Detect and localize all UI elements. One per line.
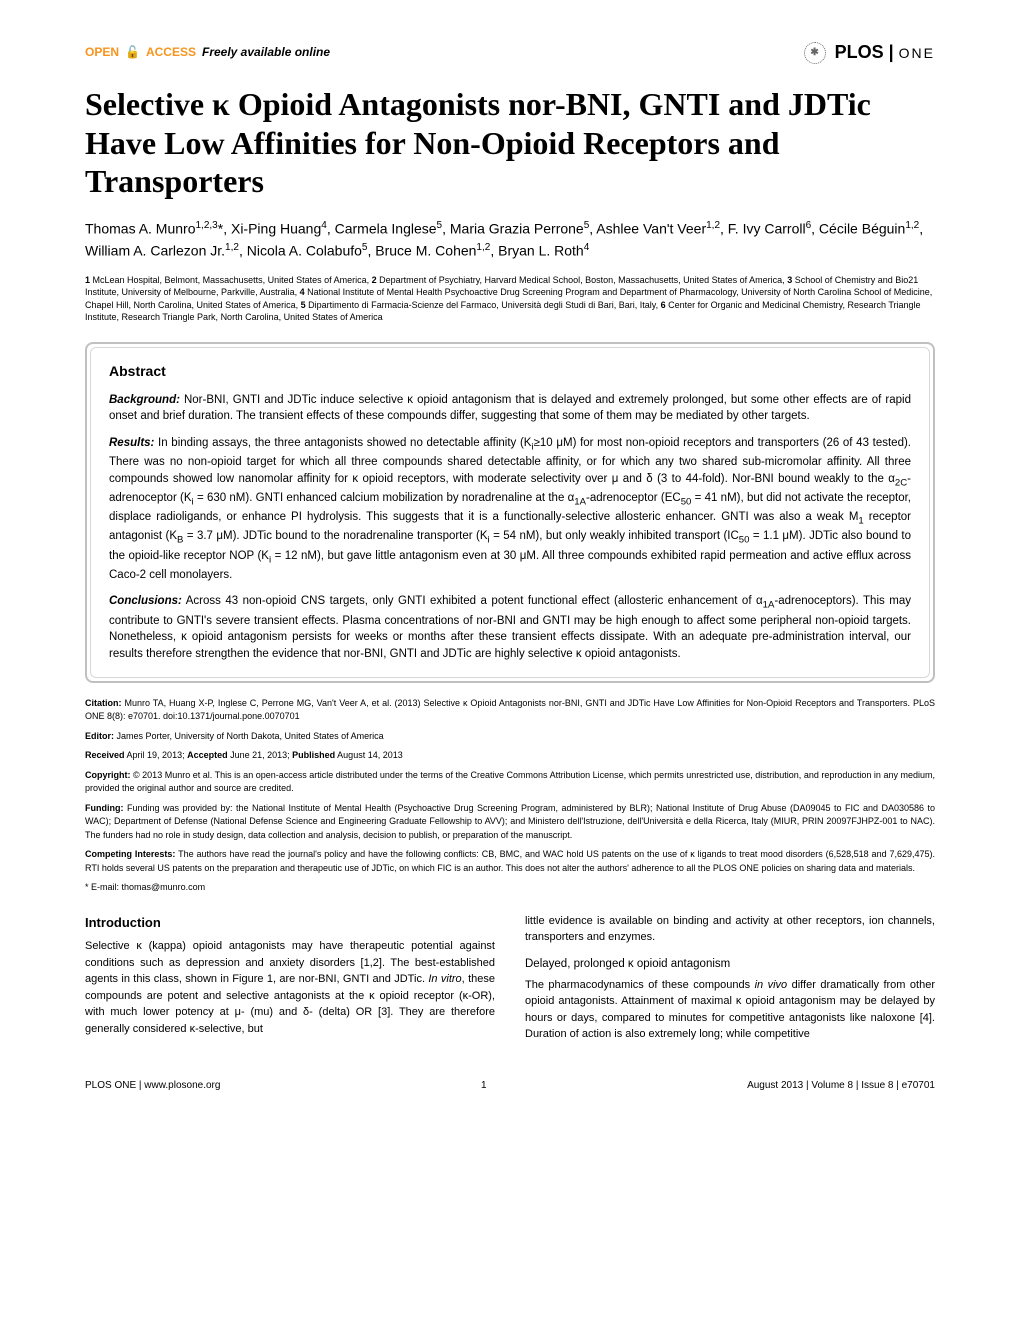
abstract-box: Abstract Background: Nor-BNI, GNTI and J… (85, 342, 935, 683)
col2-p1: little evidence is available on binding … (525, 913, 935, 946)
accepted-label: Accepted (187, 750, 228, 760)
affiliations: 1 McLean Hospital, Belmont, Massachusett… (85, 274, 935, 324)
funding-label: Funding: (85, 803, 123, 813)
plos-icon (804, 42, 826, 64)
body-columns: Introduction Selective κ (kappa) opioid … (85, 913, 935, 1049)
citation-line: Citation: Munro TA, Huang X-P, Inglese C… (85, 697, 935, 724)
open-access-badge: OPEN 🔓 ACCESS Freely available online (85, 44, 330, 61)
editor-line: Editor: James Porter, University of Nort… (85, 730, 935, 744)
email-line: * E-mail: thomas@munro.com (85, 881, 935, 895)
access-text: ACCESS (146, 44, 196, 61)
meta-block: Citation: Munro TA, Huang X-P, Inglese C… (85, 697, 935, 895)
footer-center: 1 (481, 1079, 487, 1093)
funding-text: Funding was provided by: the National In… (85, 803, 935, 840)
abstract-heading: Abstract (109, 362, 911, 382)
background-label: Background: (109, 394, 180, 406)
funding-line: Funding: Funding was provided by: the Na… (85, 802, 935, 843)
abstract-conclusions: Conclusions: Across 43 non-opioid CNS ta… (109, 593, 911, 662)
footer-right: August 2013 | Volume 8 | Issue 8 | e7070… (747, 1079, 935, 1093)
conclusions-text: Across 43 non-opioid CNS targets, only G… (109, 595, 911, 660)
footer-left: PLOS ONE | www.plosone.org (85, 1079, 220, 1093)
published-text: August 14, 2013 (335, 750, 403, 760)
article-title: Selective κ Opioid Antagonists nor-BNI, … (85, 85, 935, 200)
right-column: little evidence is available on binding … (525, 913, 935, 1049)
copyright-label: Copyright: (85, 770, 131, 780)
citation-label: Citation: (85, 698, 122, 708)
page-footer: PLOS ONE | www.plosone.org 1 August 2013… (85, 1079, 935, 1093)
dates-line: Received April 19, 2013; Accepted June 2… (85, 749, 935, 763)
received-text: April 19, 2013; (125, 750, 188, 760)
freely-text: Freely available online (202, 44, 330, 61)
journal-name: PLOS (835, 42, 884, 62)
abstract-results: Results: In binding assays, the three an… (109, 435, 911, 583)
journal-logo: PLOS | ONE (804, 40, 935, 65)
competing-text: The authors have read the journal's poli… (85, 849, 935, 873)
sub-heading: Delayed, prolonged κ opioid antagonism (525, 956, 935, 973)
results-text: In binding assays, the three antagonists… (109, 437, 911, 581)
lock-icon: 🔓 (125, 44, 140, 61)
published-label: Published (292, 750, 335, 760)
received-label: Received (85, 750, 125, 760)
editor-label: Editor: (85, 731, 114, 741)
col2-p2: The pharmacodynamics of these compounds … (525, 977, 935, 1043)
accepted-text: June 21, 2013; (228, 750, 293, 760)
background-text: Nor-BNI, GNTI and JDTic induce selective… (109, 394, 911, 423)
journal-sub: ONE (899, 45, 935, 61)
editor-text: James Porter, University of North Dakota… (114, 731, 384, 741)
left-column: Introduction Selective κ (kappa) opioid … (85, 913, 495, 1049)
top-bar: OPEN 🔓 ACCESS Freely available online PL… (85, 40, 935, 65)
authors-list: Thomas A. Munro1,2,3*, Xi-Ping Huang4, C… (85, 218, 935, 261)
conclusions-label: Conclusions: (109, 595, 182, 607)
results-label: Results: (109, 437, 154, 449)
intro-heading: Introduction (85, 913, 495, 933)
copyright-text: © 2013 Munro et al. This is an open-acce… (85, 770, 935, 794)
citation-text: Munro TA, Huang X-P, Inglese C, Perrone … (85, 698, 935, 722)
journal-divider: | (889, 42, 899, 62)
intro-p1: Selective κ (kappa) opioid antagonists m… (85, 938, 495, 1037)
abstract-background: Background: Nor-BNI, GNTI and JDTic indu… (109, 392, 911, 425)
competing-line: Competing Interests: The authors have re… (85, 848, 935, 875)
copyright-line: Copyright: © 2013 Munro et al. This is a… (85, 769, 935, 796)
open-text: OPEN (85, 44, 119, 61)
abstract-inner: Abstract Background: Nor-BNI, GNTI and J… (90, 347, 930, 678)
competing-label: Competing Interests: (85, 849, 175, 859)
